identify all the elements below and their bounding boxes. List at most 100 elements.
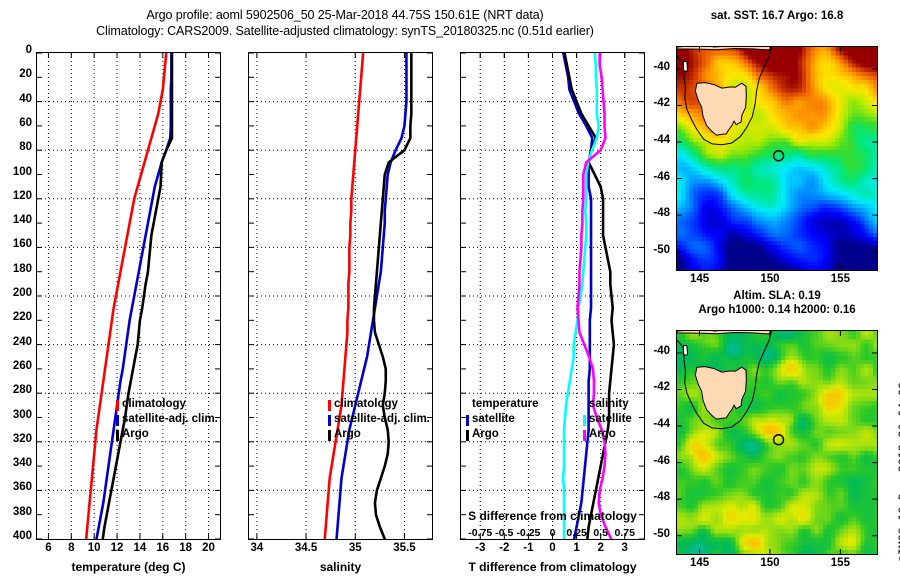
sst-map-ytick: -44 <box>653 134 670 147</box>
legend-label: satellite-adj. clim. <box>122 413 218 425</box>
sst-map-xtick: 145 <box>689 273 710 285</box>
difference-curve-temperature-satellite <box>562 53 594 539</box>
depth-tick: 80 <box>19 141 32 154</box>
difference-bottom-xtick: 1 <box>573 542 580 554</box>
sst-map-ytick-column: -40 -42 -44 -46 -48 -50 <box>640 46 674 271</box>
legend-label: climatology <box>122 398 186 410</box>
salinity-xtick-row: 34 34.5 35 35.5 <box>248 542 433 558</box>
temperature-curve-climatology <box>84 53 168 539</box>
temperature-legend: climatology satellite-adj. clim. Argo <box>116 398 226 444</box>
legend-label: Argo <box>589 428 616 440</box>
temperature-axis-label: temperature (deg C) <box>71 560 186 574</box>
salinity-xtick: 35 <box>348 542 362 554</box>
page-title-line1: Argo profile: aoml 5902506_50 25-Mar-201… <box>146 8 544 22</box>
legend-swatch <box>583 430 586 441</box>
sla-tasmania <box>694 366 747 420</box>
legend-label: satellite-adj. clim. <box>334 413 430 425</box>
sla-map-ytick: -42 <box>653 381 670 394</box>
difference-top-xtick: 0 <box>549 527 556 539</box>
difference-temperature-legend: temperature satellite Argo <box>466 398 550 444</box>
legend-swatch <box>328 400 331 411</box>
sla-map-panel <box>676 330 878 555</box>
sla-map-title-line2: Argo h1000: 0.14 h2000: 0.16 <box>698 304 856 316</box>
sst-profile-marker <box>772 150 785 162</box>
temperature-xtick: 6 <box>45 542 52 554</box>
depth-tick: 400 <box>12 530 32 542</box>
temperature-xtick: 20 <box>202 542 215 554</box>
depth-tick: 280 <box>12 384 32 397</box>
depth-tick: 220 <box>12 311 32 324</box>
temperature-xtick: 8 <box>68 542 75 554</box>
temperature-xtick: 18 <box>179 542 193 554</box>
depth-tick: 60 <box>19 116 32 129</box>
temperature-xtick: 16 <box>156 542 170 554</box>
legend-swatch <box>583 415 586 426</box>
temperature-curve-satellite-adj-clim- <box>95 53 173 539</box>
legend-swatch <box>116 400 119 411</box>
temperature-profile-panel <box>36 52 221 540</box>
depth-tick: 160 <box>12 238 32 251</box>
sst-bathymetry-contour <box>677 47 772 146</box>
salinity-legend: climatology satellite-adj. clim. Argo <box>328 398 438 444</box>
legend-label: satellite <box>589 413 632 425</box>
depth-tick: 100 <box>12 165 32 178</box>
depth-tick: 20 <box>19 68 32 81</box>
temperature-curve-argo <box>101 53 174 539</box>
sla-map-xtick: 145 <box>689 557 710 569</box>
depth-tick: 200 <box>12 287 32 299</box>
sla-bathymetry-contour <box>677 331 772 430</box>
difference-bottom-xtick: 3 <box>621 542 628 554</box>
sst-map-title: sat. SST: 16.7 Argo: 16.8 <box>710 10 844 22</box>
difference-curve-salinity-argo <box>576 53 613 539</box>
legend-label: satellite <box>472 413 515 425</box>
depth-tick: 320 <box>12 432 32 445</box>
salinity-xtick: 34.5 <box>294 542 318 554</box>
difference-top-xtick: 0.25 <box>566 527 587 539</box>
salinity-curve-argo <box>372 53 413 539</box>
copyright-label: ©IMOS 19-Dec-2018 20:04:09 <box>896 381 900 562</box>
page-title-line2: Climatology: CARS2009. Satellite-adjuste… <box>96 24 594 38</box>
difference-top-xtick: -0.75 <box>468 527 493 539</box>
temperature-legend-title: temperature <box>472 398 539 410</box>
difference-bottom-xtick: 0 <box>549 542 556 554</box>
difference-curve-salinity-satellite <box>561 53 601 539</box>
depth-tick: 380 <box>12 505 32 518</box>
difference-profile-panel <box>460 52 645 540</box>
sst-map-xtick: 155 <box>830 273 850 285</box>
sst-map-ytick: -50 <box>653 243 670 256</box>
depth-tick: 140 <box>12 214 32 227</box>
legend-label: Argo <box>472 428 499 440</box>
difference-bottom-xtick: -3 <box>475 542 486 554</box>
sst-map-ytick: -42 <box>653 97 670 110</box>
sla-map-xtick: 150 <box>760 557 780 569</box>
depth-tick-column: 0 20 40 60 80 100 120 140 160 180 200 220 240 260 280 3… <box>0 44 32 542</box>
salinity-xtick: 34 <box>250 542 264 554</box>
legend-swatch <box>116 415 119 426</box>
difference-salinity-legend: salinity satellite Argo <box>583 398 655 444</box>
temperature-xtick-row: 6 8 10 12 14 16 18 20 <box>36 542 221 558</box>
sst-map-panel <box>676 46 878 271</box>
sst-map-xtick: 150 <box>760 273 780 285</box>
sla-map-field <box>677 331 877 554</box>
sla-map-ytick: -48 <box>653 491 670 504</box>
difference-bottom-xtick: -1 <box>523 542 534 554</box>
salinity-curve-climatology <box>323 53 365 539</box>
legend-swatch <box>328 430 331 441</box>
sla-map-xtick-row: 145 150 155 <box>676 557 878 573</box>
depth-tick: 340 <box>12 457 32 470</box>
sst-tasmania <box>694 82 747 136</box>
difference-bottom-xtick: 2 <box>597 542 604 554</box>
difference-bottom-xtick-row: -3 -2 -1 0 1 2 3 <box>460 542 645 558</box>
sla-map-ytick: -40 <box>653 344 670 357</box>
legend-swatch <box>466 430 469 441</box>
salinity-profile-panel <box>248 52 433 540</box>
salinity-xtick: 35.5 <box>393 542 416 554</box>
depth-tick: 300 <box>12 408 32 421</box>
difference-curve-temperature-argo <box>563 53 616 539</box>
depth-tick: 360 <box>12 481 32 494</box>
difference-top-xtick: 0.75 <box>614 527 635 539</box>
difference-top-xtick: -0.5 <box>495 527 514 539</box>
sst-map-field <box>677 47 877 270</box>
sla-map-ytick: -44 <box>653 418 670 431</box>
legend-label: climatology <box>334 398 398 410</box>
